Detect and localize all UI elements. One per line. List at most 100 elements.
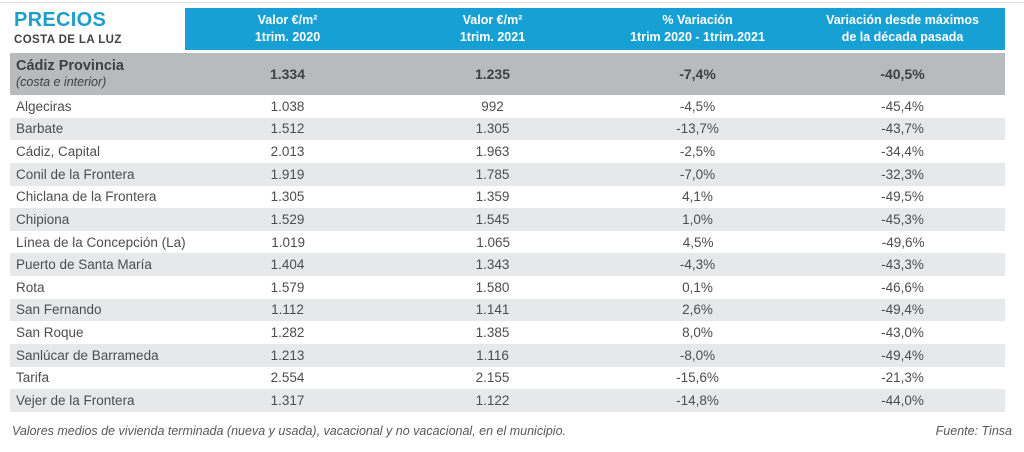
column-header-line1: % Variación xyxy=(662,13,733,28)
variation-from-max: -43,0% xyxy=(881,325,924,341)
value-2020: 1.305 xyxy=(270,189,305,205)
value-2021: 1.359 xyxy=(475,189,510,205)
variation-from-max: -45,4% xyxy=(881,98,924,114)
footer-note: Valores medios de vivienda terminada (nu… xyxy=(12,424,567,438)
municipality-name: Chipiona xyxy=(16,211,70,227)
summary-variation-from-max: -40,5% xyxy=(880,66,925,82)
column-header-valor-2020: Valor €/m² 1trim. 2020 xyxy=(185,8,390,50)
municipality-name: Chiclana de la Frontera xyxy=(16,189,157,205)
table-row: Línea de la Concepción (La) 1.019 1.065 … xyxy=(10,230,1005,254)
column-header-line2: de la década pasada xyxy=(841,30,964,44)
value-2020: 1.404 xyxy=(270,257,305,273)
column-header-line2: 1trim. 2020 xyxy=(254,30,321,44)
value-2020: 1.579 xyxy=(270,279,305,295)
column-header-valor-2021: Valor €/m² 1trim. 2021 xyxy=(390,8,595,50)
variation-pct: 4,5% xyxy=(682,234,714,250)
value-2020: 1.112 xyxy=(271,302,304,318)
column-header-variacion: % Variación 1trim 2020 - 1trim.2021 xyxy=(595,8,800,50)
summary-variation-pct: -7,4% xyxy=(679,66,716,82)
summary-subtitle: (costa e interior) xyxy=(16,75,107,90)
column-header-line1: Valor €/m² xyxy=(462,13,523,28)
variation-from-max: -49,4% xyxy=(881,347,924,363)
table-row: Tarifa 2.554 2.155 -15,6% -21,3% xyxy=(10,366,1005,390)
value-2021: 1.116 xyxy=(476,347,509,363)
variation-from-max: -32,3% xyxy=(881,166,924,182)
table-row: Conil de la Frontera 1.919 1.785 -7,0% -… xyxy=(10,162,1005,186)
value-2021: 1.545 xyxy=(475,211,510,227)
column-header-line1: Valor €/m² xyxy=(257,13,318,28)
variation-pct: -4,5% xyxy=(679,98,716,114)
table-row: Cádiz, Capital 2.013 1.963 -2,5% -34,4% xyxy=(10,140,1005,163)
table-row: Chipiona 1.529 1.545 1,0% -45,3% xyxy=(10,208,1005,231)
value-2020: 2.554 xyxy=(270,370,305,386)
page-title: PRECIOS COSTA DE LA LUZ xyxy=(14,9,122,47)
footer: Valores medios de vivienda terminada (nu… xyxy=(12,424,1012,438)
variation-from-max: -46,6% xyxy=(881,279,924,295)
municipality-name: San Roque xyxy=(16,325,84,341)
variation-from-max: -45,3% xyxy=(881,211,924,227)
table-row: Vejer de la Frontera 1.317 1.122 -14,8% … xyxy=(10,389,1005,412)
municipality-name: Barbate xyxy=(16,121,64,137)
variation-from-max: -43,3% xyxy=(881,257,924,273)
variation-from-max: -44,0% xyxy=(881,392,924,408)
top-divider xyxy=(0,2,1024,3)
municipality-name: Conil de la Frontera xyxy=(16,166,135,182)
value-2021: 1.065 xyxy=(476,234,511,250)
variation-from-max: -49,6% xyxy=(881,234,925,250)
column-header-line1: Variación desde máximos xyxy=(826,13,979,28)
value-2021: 1.385 xyxy=(475,325,510,341)
table-row: Sanlúcar de Barrameda 1.213 1.116 -8,0% … xyxy=(10,343,1005,367)
value-2020: 1.919 xyxy=(270,166,305,182)
variation-pct: -4,3% xyxy=(679,257,716,273)
summary-value-2021: 1.235 xyxy=(474,66,511,82)
value-2021: 1.343 xyxy=(475,257,510,273)
variation-pct: -14,8% xyxy=(676,392,719,408)
table-row: Puerto de Santa María 1.404 1.343 -4,3% … xyxy=(10,253,1005,276)
value-2021: 1.141 xyxy=(475,302,510,318)
value-2020: 1.282 xyxy=(270,325,305,341)
municipality-name: Tarifa xyxy=(16,370,50,386)
municipality-name: Algeciras xyxy=(16,98,72,114)
value-2021: 1.785 xyxy=(475,166,510,182)
value-2020: 2.013 xyxy=(270,144,305,160)
value-2021: 1.580 xyxy=(475,279,510,295)
value-2021: 1.305 xyxy=(475,121,510,137)
value-2020: 1.529 xyxy=(270,211,305,227)
value-2021: 1.963 xyxy=(475,144,510,160)
municipality-name: Línea de la Concepción (La) xyxy=(16,234,186,250)
variation-from-max: -21,3% xyxy=(881,370,924,386)
municipality-name: Rota xyxy=(16,279,45,295)
summary-label: Cádiz Provincia (costa e interior) xyxy=(10,57,185,91)
municipality-name: Sanlúcar de Barrameda xyxy=(16,347,159,363)
variation-pct: -8,0% xyxy=(679,347,716,363)
summary-name: Cádiz Provincia xyxy=(16,58,124,75)
variation-pct: 0,1% xyxy=(682,279,713,295)
variation-pct: -15,6% xyxy=(676,370,719,386)
variation-pct: -13,7% xyxy=(676,121,719,137)
title-costa-de-la-luz: COSTA DE LA LUZ xyxy=(14,34,122,46)
table-row: Barbate 1.512 1.305 -13,7% -43,7% xyxy=(10,117,1005,141)
municipality-name: Cádiz, Capital xyxy=(16,144,101,160)
municipality-name: Vejer de la Frontera xyxy=(16,392,135,408)
variation-pct: 2,6% xyxy=(682,302,713,318)
table-row: Chiclana de la Frontera 1.305 1.359 4,1%… xyxy=(10,185,1005,209)
value-2021: 992 xyxy=(481,98,504,114)
footer-source: Fuente: Tinsa xyxy=(935,424,1012,438)
variation-pct: 1,0% xyxy=(682,211,713,227)
municipality-name: San Fernando xyxy=(16,302,102,318)
title-precios: PRECIOS xyxy=(14,9,107,31)
variation-pct: -7,0% xyxy=(679,166,716,182)
value-2020: 1.019 xyxy=(271,234,306,250)
value-2021: 2.155 xyxy=(475,370,510,386)
value-2021: 1.122 xyxy=(475,392,510,408)
table-row: Rota 1.579 1.580 0,1% -46,6% xyxy=(10,276,1005,299)
table-row: San Fernando 1.112 1.141 2,6% -49,4% xyxy=(10,298,1005,322)
variation-pct: 4,1% xyxy=(682,189,713,205)
column-header-line2: 1trim 2020 - 1trim.2021 xyxy=(630,30,765,44)
variation-from-max: -34,4% xyxy=(881,144,924,160)
value-2020: 1.213 xyxy=(270,347,305,363)
variation-pct: -2,5% xyxy=(679,144,716,160)
variation-from-max: -49,4% xyxy=(881,302,924,318)
table-body: Algeciras 1.038 992 -4,5% -45,4% Barbate… xyxy=(10,95,1005,412)
